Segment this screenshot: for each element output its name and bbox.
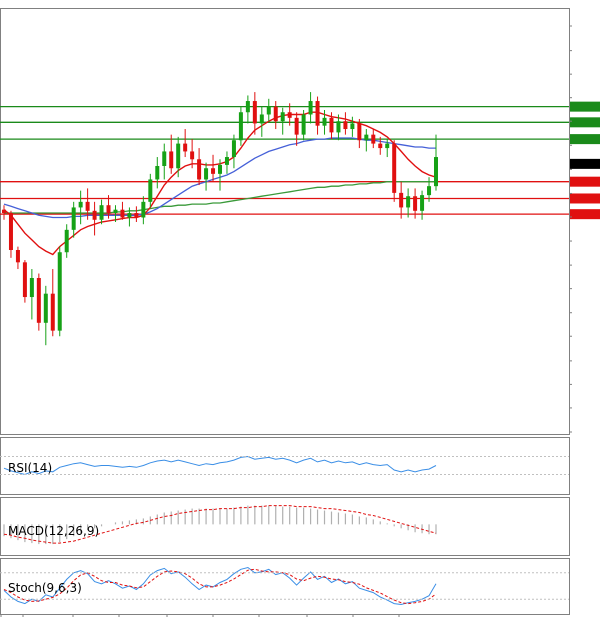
- candle-body: [357, 123, 362, 141]
- candle-body: [134, 213, 139, 218]
- candle-body: [224, 157, 229, 165]
- candle-body: [57, 252, 62, 331]
- panel-frame-macd: [0, 497, 570, 556]
- candle-body: [162, 151, 167, 166]
- candle-body: [99, 205, 104, 220]
- candle-body: [176, 143, 181, 169]
- candle-body: [315, 101, 320, 126]
- candle-body: [252, 101, 257, 124]
- candle-body: [308, 101, 313, 115]
- candle-body: [231, 140, 236, 158]
- candle-body: [266, 106, 271, 115]
- candle-body: [2, 209, 6, 214]
- candle-body: [29, 278, 34, 298]
- rsi-label: RSI(14): [8, 461, 52, 475]
- candle-body: [22, 262, 27, 298]
- candle-body: [64, 229, 69, 253]
- candle-body: [399, 192, 404, 208]
- candle-body: [280, 112, 285, 122]
- candle-body: [169, 151, 174, 169]
- candle-body: [378, 143, 383, 149]
- candle-body: [420, 195, 425, 211]
- candle-body: [71, 207, 76, 230]
- candle-body: [183, 143, 188, 152]
- candle-body: [259, 114, 264, 124]
- candle-body: [392, 143, 397, 193]
- level-price-box-r1: [570, 134, 600, 145]
- level-price-box-r3: [570, 101, 600, 112]
- candle-body: [287, 112, 292, 118]
- candle-body: [43, 293, 48, 323]
- candle-body: [371, 134, 376, 144]
- candle-body: [15, 250, 20, 263]
- candle-body: [155, 166, 160, 180]
- candle-body: [350, 123, 355, 130]
- candle-body: [434, 157, 438, 187]
- candle-body: [127, 213, 132, 218]
- panel-frame-rsi: [0, 437, 570, 495]
- level-price-box-s1: [570, 176, 600, 187]
- level-price-box-s2: [570, 193, 600, 204]
- candle-body: [50, 293, 55, 331]
- candle-body: [211, 168, 216, 174]
- stoch-label: Stoch(9,6,3): [8, 581, 82, 595]
- candle-body: [294, 117, 299, 135]
- candle-body: [106, 205, 111, 214]
- candle-body: [113, 209, 118, 214]
- candle-body: [301, 114, 306, 135]
- rsi-line: [3, 455, 437, 476]
- candle-body: [36, 278, 41, 323]
- candle-body: [197, 159, 202, 180]
- candle-body: [238, 112, 243, 141]
- candle-body: [141, 201, 146, 218]
- candle-body: [406, 196, 411, 208]
- candle-body: [385, 143, 390, 149]
- candle-body: [190, 151, 195, 160]
- candle-body: [245, 101, 250, 113]
- stoch-main-line: [3, 566, 437, 606]
- panel-frame-main: [0, 8, 570, 435]
- candle-body: [329, 117, 334, 133]
- macd-label: MACD(12,26,9): [8, 524, 99, 538]
- current-price-box: [570, 158, 600, 169]
- candle-body: [78, 201, 83, 208]
- candle-body: [413, 196, 418, 211]
- level-price-box-s3: [570, 209, 600, 220]
- candle-body: [8, 213, 13, 250]
- candle-body: [336, 121, 341, 133]
- macd-signal-line: [3, 505, 437, 544]
- candle-body: [85, 201, 90, 211]
- stoch-signal-line: [3, 568, 437, 605]
- candle-body: [343, 121, 348, 130]
- candle-body: [218, 164, 222, 174]
- candle-body: [273, 106, 278, 122]
- candle-body: [427, 186, 432, 196]
- level-price-box-r2: [570, 117, 600, 128]
- moving-average-green-line: [4, 181, 436, 214]
- candle-body: [120, 209, 125, 218]
- candle-body: [204, 168, 209, 180]
- panel-frame-stoch: [0, 558, 570, 615]
- candle-body: [322, 117, 327, 126]
- candle-body: [92, 210, 97, 220]
- candle-body: [364, 134, 369, 141]
- candle-body: [148, 179, 153, 202]
